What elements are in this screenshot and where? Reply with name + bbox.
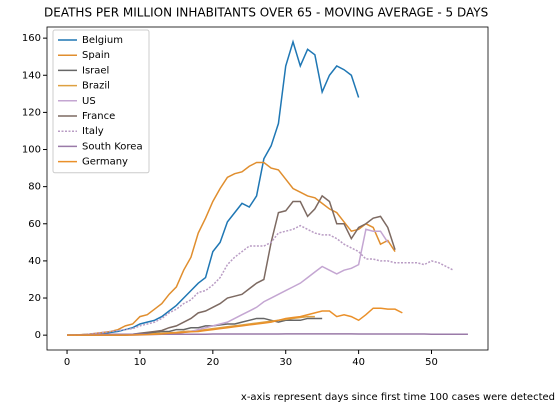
y-tick-label: 120: [22, 107, 41, 118]
series-line: [67, 39, 360, 336]
x-tick-label: 0: [64, 357, 70, 368]
x-tick-label: 20: [206, 357, 219, 368]
legend-label: Brazil: [82, 81, 110, 92]
x-tick-label: 40: [352, 357, 365, 368]
legend-label: US: [82, 96, 96, 107]
y-tick-label: 140: [22, 70, 41, 81]
y-tick-label: 60: [28, 219, 41, 230]
plot-frame: [46, 26, 489, 351]
y-tick-label: 0: [35, 330, 41, 341]
legend-label: South Korea: [82, 141, 143, 152]
series-line: [67, 228, 389, 336]
y-tick-label: 160: [22, 33, 41, 44]
legend-label: Belgium: [82, 35, 123, 46]
y-tick-label: 80: [28, 182, 41, 193]
annotation: x-axis represent days since first time 1…: [241, 392, 555, 403]
series-line: [67, 161, 396, 336]
y-tick-label: 40: [28, 256, 41, 267]
legend-label: Israel: [82, 65, 109, 76]
x-tick-label: 10: [134, 357, 147, 368]
y-tick-label: 20: [28, 293, 41, 304]
legend-label: Germany: [82, 157, 128, 168]
legend-label: Spain: [82, 50, 110, 61]
series-line: [67, 224, 454, 336]
chart-title: DEATHS PER MILLION INHABITANTS OVER 65 -…: [44, 6, 488, 20]
y-tick-label: 100: [22, 145, 41, 156]
legend-label: France: [82, 111, 115, 122]
series-line: [67, 307, 403, 336]
x-tick-label: 50: [425, 357, 438, 368]
legend-box: [52, 29, 150, 174]
x-tick-label: 30: [279, 357, 292, 368]
legend-label: Italy: [82, 126, 104, 137]
